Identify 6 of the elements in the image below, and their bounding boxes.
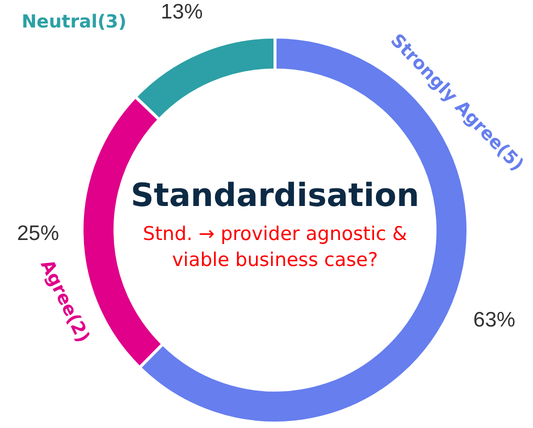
data-label: 25% xyxy=(17,222,60,246)
data-label: 63% xyxy=(473,308,516,332)
text: Stnd. → provider agnostic & viable business case? xyxy=(142,223,408,271)
data-label: 13% xyxy=(160,0,203,24)
text: Standardisation xyxy=(130,176,420,214)
slice-label: Neutral(3) xyxy=(22,12,126,32)
